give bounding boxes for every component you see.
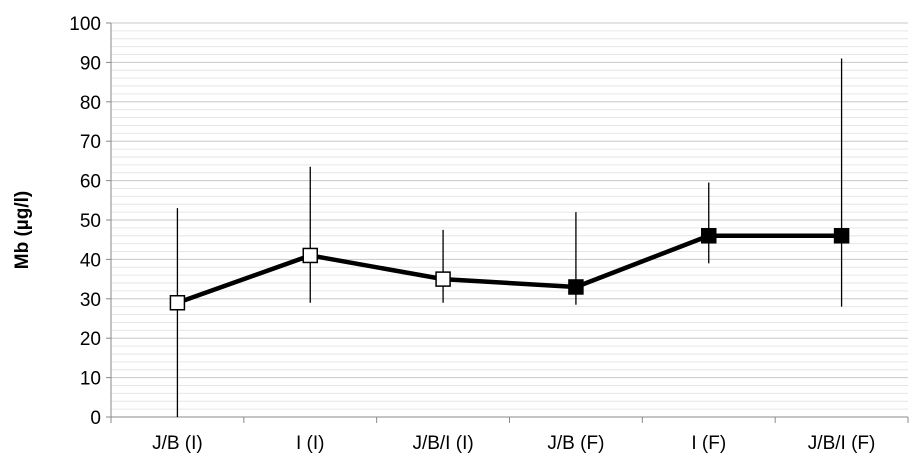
gridlines — [111, 22, 908, 410]
y-tick-label: 100 — [69, 14, 101, 35]
y-tick-label: 60 — [80, 172, 101, 193]
x-tick-label: J/B (I) — [152, 433, 203, 454]
y-tick-label: 30 — [80, 290, 101, 311]
x-tick-label: J/B/I (F) — [808, 433, 876, 454]
data-point — [169, 294, 186, 311]
data-markers — [169, 228, 850, 311]
y-tick-label: 80 — [80, 93, 101, 114]
x-tick-label: I (I) — [296, 433, 325, 454]
data-line — [176, 233, 842, 305]
data-point — [435, 271, 451, 287]
x-tick-label: I (F) — [691, 433, 726, 454]
y-axis-label: Mb (µg/l) — [12, 191, 33, 269]
x-tick-label: J/B/I (I) — [412, 433, 473, 454]
axes — [106, 22, 909, 423]
series-line — [176, 233, 842, 305]
x-tick-labels: J/B (I) I (I) J/B/I (I) J/B (F) I (F) J/B/I (… — [152, 433, 875, 454]
data-point — [302, 247, 318, 264]
y-tick-label: 20 — [80, 329, 101, 350]
y-tick-label: 10 — [80, 369, 101, 390]
y-tick-label: 40 — [80, 250, 101, 271]
y-tick-label: 90 — [80, 53, 101, 74]
data-point — [568, 279, 584, 295]
data-point — [701, 228, 717, 244]
x-tick-label: J/B (F) — [547, 433, 604, 454]
y-tick-label: 0 — [90, 408, 101, 429]
data-point — [833, 228, 850, 244]
y-tick-labels: 0 10 20 30 40 50 60 70 80 90 100 — [69, 14, 101, 429]
y-tick-label: 50 — [80, 211, 101, 232]
y-tick-label: 70 — [80, 132, 101, 153]
